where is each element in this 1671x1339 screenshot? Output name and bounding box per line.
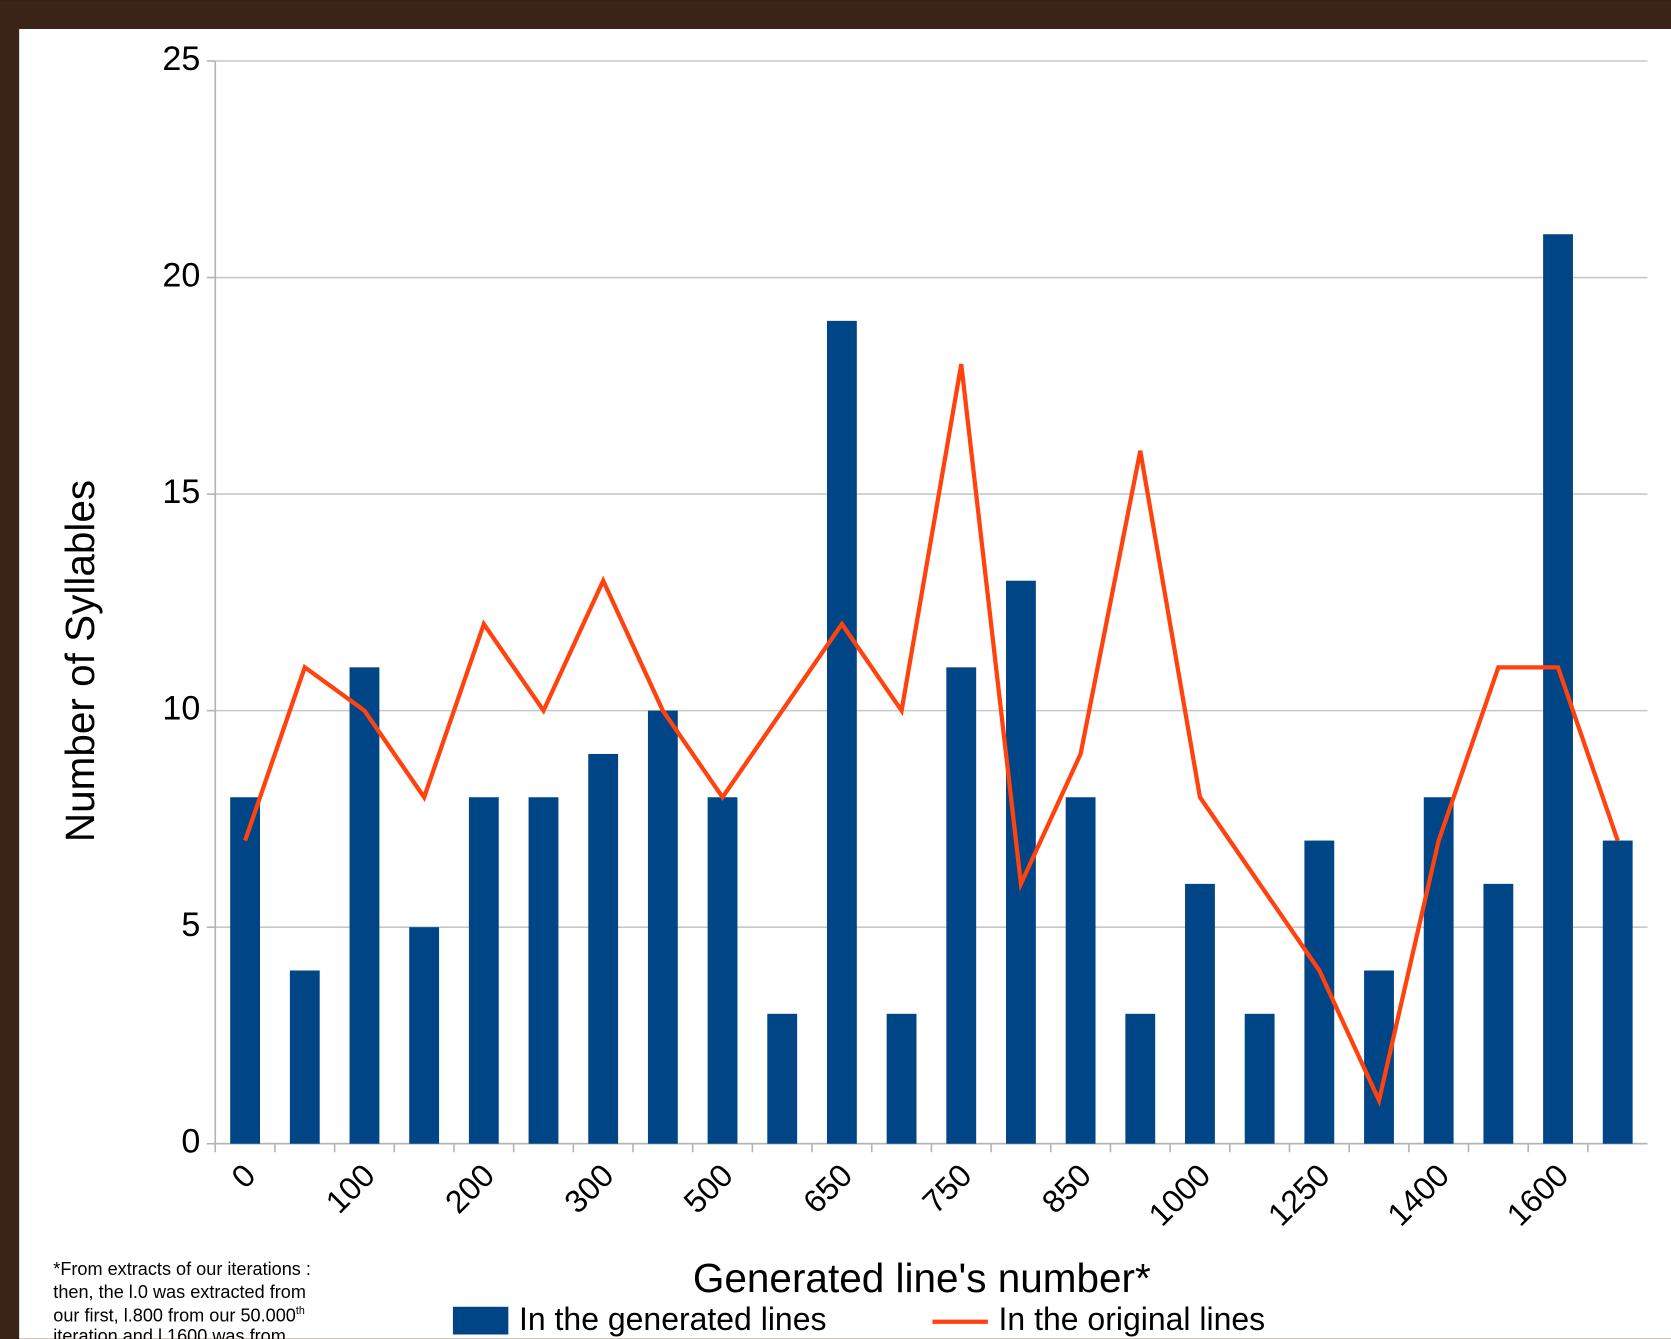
- bar: [946, 667, 977, 1144]
- footnote: then, the l.0 was extracted from: [53, 1282, 306, 1302]
- bar: [1065, 797, 1096, 1144]
- bar: [409, 927, 440, 1144]
- footnote: our first, l.800 from our 50.000: [53, 1306, 296, 1326]
- line: [243, 363, 1620, 1108]
- y-tick-label: 10: [162, 690, 200, 728]
- bar: [588, 753, 619, 1144]
- bar: [1483, 883, 1514, 1144]
- bar: [349, 667, 380, 1144]
- footnote: *From extracts of our iterations :: [53, 1259, 311, 1279]
- bar: [707, 797, 738, 1144]
- bar: [767, 1013, 798, 1144]
- bar: [886, 1013, 917, 1144]
- footnote-superscript: th: [296, 1305, 305, 1317]
- bar: [1543, 234, 1573, 1144]
- bar: [230, 797, 261, 1144]
- y-tick-label: 15: [162, 473, 200, 511]
- bar: [289, 970, 320, 1144]
- legend-label: In the original lines: [999, 1301, 1266, 1337]
- bar: [528, 797, 559, 1144]
- y-tick-label: 20: [162, 257, 200, 295]
- legend-swatch: [452, 1306, 509, 1335]
- bar: [1244, 1013, 1275, 1144]
- y-tick-label: 0: [181, 1123, 200, 1161]
- y-axis-title: Number of Syllables: [57, 480, 103, 842]
- bar: [1125, 1013, 1156, 1144]
- footnote: our first, l.800 from our 50.000th: [53, 1305, 305, 1325]
- footnote: iteration and l.1600 was from: [53, 1326, 286, 1339]
- y-tick-label: 25: [162, 40, 200, 78]
- bar: [826, 320, 857, 1144]
- bar: [1602, 840, 1633, 1144]
- bar: [468, 797, 499, 1144]
- bar: [1185, 883, 1215, 1144]
- bar: [647, 710, 678, 1144]
- y-tick-label: 5: [181, 906, 200, 944]
- bar: [1423, 797, 1454, 1144]
- legend-label: In the generated lines: [519, 1301, 826, 1337]
- x-axis-title: Generated line's number*: [693, 1255, 1151, 1301]
